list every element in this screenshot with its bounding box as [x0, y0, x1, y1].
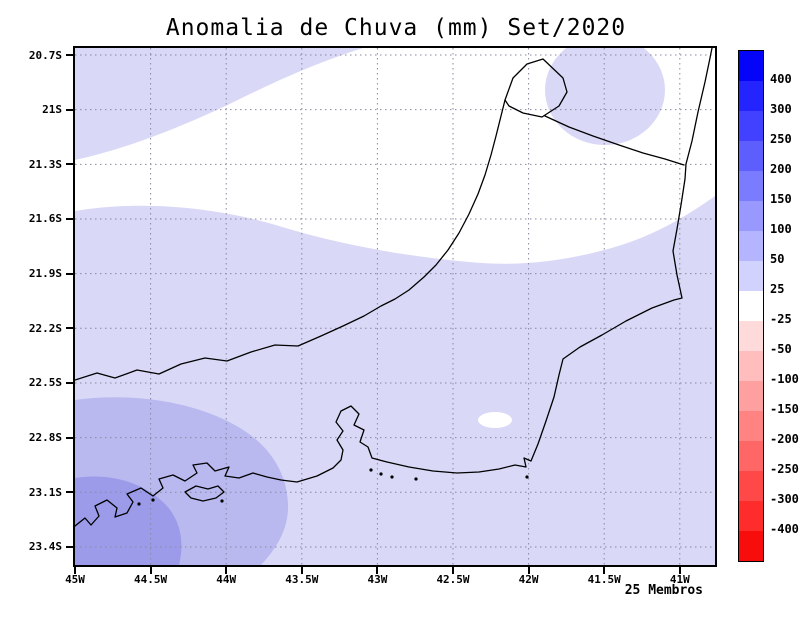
colorbar-segment	[739, 531, 763, 561]
x-tick-label: 44W	[216, 573, 237, 586]
colorbar-tick-label: 50	[770, 252, 785, 266]
colorbar-segment	[739, 351, 763, 381]
colorbar-tick-label: 300	[770, 102, 792, 116]
border-loop-path	[504, 58, 568, 118]
x-tick-label: 42W	[518, 573, 539, 586]
y-tick-label: 23.4S	[28, 540, 62, 554]
y-tick-label: 22.2S	[28, 321, 62, 335]
colorbar	[738, 50, 764, 562]
colorbar-segment	[739, 51, 763, 81]
colorbar-segment	[739, 111, 763, 141]
x-tick-mark	[74, 567, 76, 574]
colorbar-tick-label: -150	[770, 402, 799, 416]
colorbar-tick-label: 25	[770, 282, 785, 296]
y-tick-label: 23.1S	[28, 485, 62, 499]
colorbar-segment	[739, 471, 763, 501]
coastline-path	[75, 48, 713, 527]
colorbar-tick-label: 100	[770, 222, 792, 236]
x-tick-mark	[452, 567, 454, 574]
x-tick-mark	[225, 567, 228, 574]
colorbar-tick-label: 400	[770, 72, 792, 86]
x-tick-mark	[603, 567, 606, 574]
ilha-grande-island-path	[184, 485, 225, 502]
x-tick-label: 43W	[367, 573, 388, 586]
y-tick-label: 22.8S	[28, 431, 62, 445]
colorbar-tick-label: -300	[770, 492, 799, 506]
y-tick-mark	[66, 327, 73, 330]
y-tick-mark	[66, 54, 73, 56]
colorbar-segment	[739, 261, 763, 291]
colorbar-segment	[739, 81, 763, 111]
y-tick-label: 21.6S	[28, 212, 62, 226]
colorbar-tick-label: -50	[770, 342, 792, 356]
x-tick-label: 43.5W	[285, 573, 319, 586]
colorbar-segment	[739, 291, 763, 321]
colorbar-segment	[739, 381, 763, 411]
colorbar-tick-label: -250	[770, 462, 799, 476]
state-border-path	[75, 99, 506, 381]
colorbar-tick-label: -400	[770, 522, 799, 536]
anomaly-fill-zero-small-patch	[478, 412, 512, 428]
x-tick-mark	[300, 567, 303, 574]
y-tick-label: 21.3S	[28, 157, 62, 171]
colorbar-segment	[739, 231, 763, 261]
colorbar-segment	[739, 411, 763, 441]
y-tick-mark	[66, 436, 73, 439]
colorbar-segment	[739, 441, 763, 471]
plot-frame	[73, 46, 717, 567]
small-islands	[137, 468, 529, 506]
x-tick-mark	[527, 567, 530, 574]
anomaly-map	[75, 48, 715, 565]
y-tick-mark	[66, 108, 73, 111]
x-tick-label: 42.5W	[436, 573, 470, 586]
x-tick-label: 44.5W	[134, 573, 168, 586]
border-east-path	[544, 115, 685, 166]
colorbar-segment	[739, 141, 763, 171]
map-outlines	[75, 48, 713, 527]
y-tick-label: 20.7S	[28, 48, 62, 62]
gridlines	[75, 48, 715, 565]
x-tick-label: 45W	[65, 573, 85, 586]
chart-title: Anomalia de Chuva (mm) Set/2020	[165, 15, 627, 41]
anomaly-fill-base-patch	[545, 48, 665, 145]
y-tick-mark	[66, 272, 73, 275]
x-tick-label: 41W	[669, 573, 690, 586]
x-tick-mark	[376, 567, 379, 574]
y-tick-label: 21S	[42, 103, 62, 117]
x-tick-label: 41.5W	[587, 573, 621, 586]
members-annotation: 25 Membros	[624, 583, 703, 598]
colorbar-segment	[739, 321, 763, 351]
y-tick-mark	[66, 217, 73, 220]
y-tick-mark	[66, 491, 73, 494]
x-tick-mark	[678, 567, 681, 574]
x-tick-mark	[149, 567, 152, 574]
y-tick-label: 22.5S	[28, 376, 62, 390]
colorbar-tick-label: 200	[770, 162, 792, 176]
y-tick-mark	[66, 545, 73, 548]
colorbar-tick-label: -100	[770, 372, 799, 386]
colorbar-segment	[739, 201, 763, 231]
colorbar-segment	[739, 171, 763, 201]
colorbar-tick-label: 150	[770, 192, 792, 206]
y-tick-mark	[66, 163, 73, 166]
colorbar-segment	[739, 501, 763, 531]
anomaly-fill-high	[75, 476, 182, 565]
y-tick-label: 21.9S	[28, 267, 62, 281]
colorbar-tick-label: -200	[770, 432, 799, 446]
y-tick-mark	[66, 381, 73, 384]
colorbar-tick-label: -25	[770, 312, 792, 326]
colorbar-tick-label: 250	[770, 132, 792, 146]
